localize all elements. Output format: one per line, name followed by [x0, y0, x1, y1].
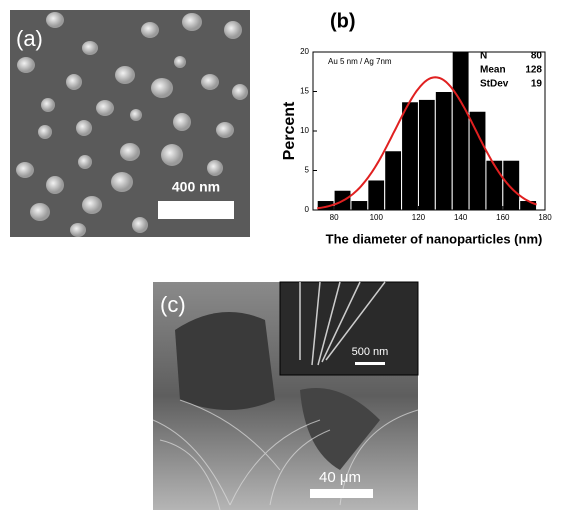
panel-label: (a) [16, 26, 43, 51]
y-tick-label: 10 [300, 126, 309, 135]
x-tick-label: 80 [330, 213, 339, 222]
bar [385, 151, 402, 210]
stat-label: Mean [480, 65, 506, 76]
scale-bar-label: 40 μm [319, 469, 361, 486]
bar [503, 160, 520, 210]
x-tick-label: 100 [370, 213, 384, 222]
bar [368, 180, 385, 210]
sem-image-c [153, 282, 418, 510]
y-axis-label: Percent [281, 101, 298, 160]
bar [418, 99, 435, 210]
panel-label: (b) [330, 10, 356, 32]
y-tick-label: 20 [300, 47, 309, 56]
inset-scale-bar-label: 500 nm [352, 346, 389, 358]
stat-value: 80 [531, 51, 543, 62]
stat-value: 128 [525, 65, 542, 76]
y-tick-label: 0 [305, 205, 310, 214]
x-axis-label: The diameter of nanoparticles (nm) [326, 231, 543, 246]
page: {"panel_a": {"label": "(a)", "scale_bar"… [0, 0, 568, 513]
bar [435, 92, 452, 211]
sem-image-a [10, 10, 250, 237]
annotation: Au 5 nm / Ag 7nm [328, 57, 392, 66]
x-tick-label: 140 [454, 213, 468, 222]
bar [351, 201, 368, 210]
scale-bar-label: 400 nm [172, 179, 220, 195]
y-tick-label: 15 [300, 87, 309, 96]
x-tick-label: 120 [412, 213, 426, 222]
histogram: (b) Percent The diameter of nanoparticles … [281, 10, 552, 246]
stat-value: 19 [531, 79, 543, 90]
figure: (a) 400 nm (b) Percent The diameter of nan… [0, 0, 568, 513]
bar [452, 52, 469, 210]
y-tick-label: 5 [305, 166, 310, 175]
x-tick-label: 160 [496, 213, 510, 222]
stat-label: StDev [480, 79, 509, 90]
bar [486, 160, 503, 210]
x-tick-label: 180 [538, 213, 552, 222]
bar [402, 102, 419, 210]
panel-label: (c) [160, 292, 186, 317]
stat-label: N [480, 51, 487, 62]
bar [469, 111, 486, 210]
